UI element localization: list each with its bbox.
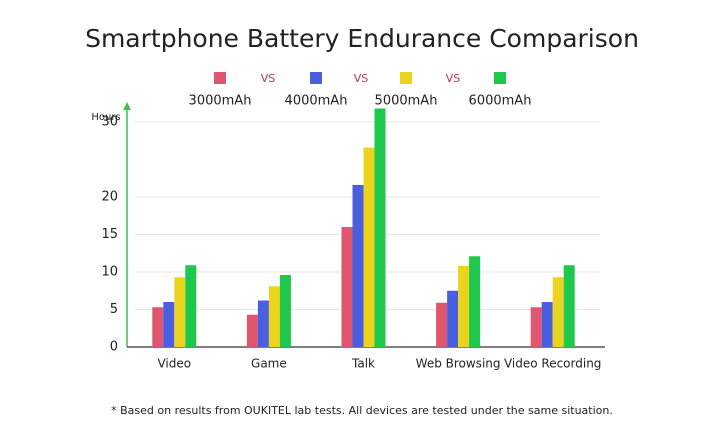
bar <box>174 277 186 347</box>
x-tick-label: Video <box>157 357 191 371</box>
bar <box>163 302 175 347</box>
vs-label: VS <box>446 72 461 85</box>
bar <box>530 307 542 347</box>
legend-label: 6000mAh <box>469 94 532 109</box>
y-tick-label: 0 <box>110 340 118 355</box>
bar <box>469 256 481 347</box>
x-tick-label: Web Browsing <box>416 357 501 371</box>
bar <box>268 286 280 347</box>
bar <box>552 277 564 347</box>
x-tick-label: Talk <box>351 357 375 371</box>
bar <box>541 302 553 347</box>
y-tick-label: 20 <box>101 190 118 205</box>
legend-swatch <box>494 72 506 84</box>
footnote: * Based on results from OUKITEL lab test… <box>111 404 613 417</box>
bar <box>279 275 291 347</box>
bar <box>257 300 269 347</box>
bar <box>341 227 353 347</box>
x-tick-label: Game <box>251 357 287 371</box>
bar <box>363 147 375 347</box>
bar <box>185 265 197 347</box>
legend-swatch <box>400 72 412 84</box>
bar <box>374 108 386 347</box>
bar <box>447 290 459 347</box>
legend-label: 4000mAh <box>285 94 348 109</box>
chart-title: Smartphone Battery Endurance Comparison <box>85 24 639 53</box>
bar <box>458 266 470 347</box>
y-axis-arrow <box>123 102 131 110</box>
y-tick-label: 15 <box>101 227 118 242</box>
bar <box>563 265 575 347</box>
vs-label: VS <box>261 72 276 85</box>
bar <box>246 314 258 347</box>
y-axis-label: Hours <box>91 112 120 123</box>
legend-label: 3000mAh <box>189 94 252 109</box>
legend-label: 5000mAh <box>375 94 438 109</box>
bar <box>152 307 164 347</box>
bar <box>436 302 448 347</box>
y-tick-label: 5 <box>110 302 118 317</box>
legend-swatch <box>310 72 322 84</box>
legend-swatch <box>214 72 226 84</box>
bar <box>352 185 364 347</box>
y-tick-label: 10 <box>101 265 118 280</box>
vs-label: VS <box>354 72 369 85</box>
y-tick-label: 30 <box>101 115 118 130</box>
x-tick-label: Video Recording <box>504 357 601 371</box>
